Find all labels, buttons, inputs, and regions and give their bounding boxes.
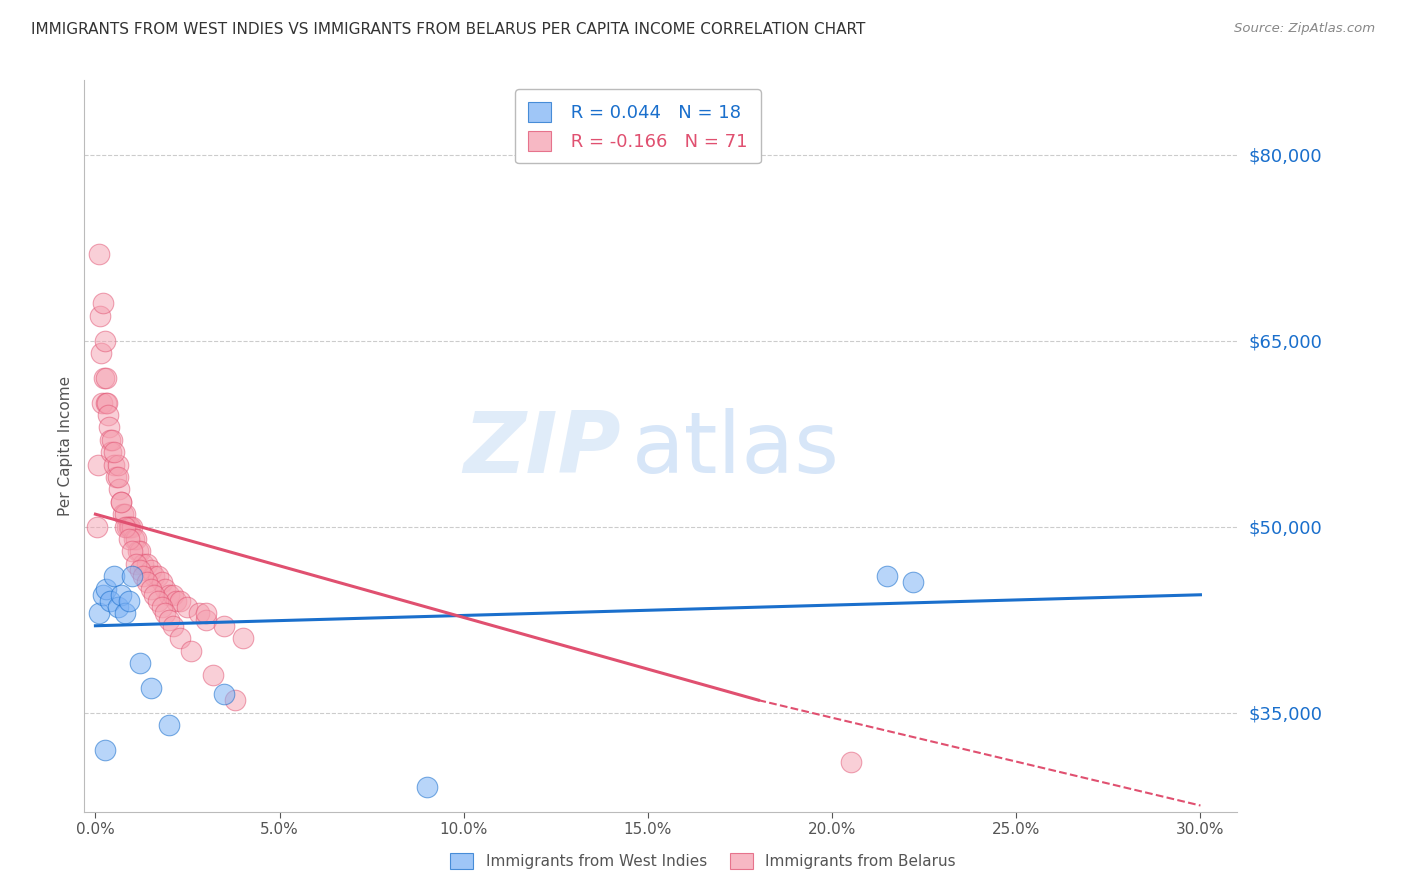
Point bbox=[150, 600, 173, 615]
Point bbox=[155, 582, 177, 596]
Point bbox=[114, 507, 136, 521]
Point bbox=[104, 470, 127, 484]
Point bbox=[87, 247, 110, 261]
Point bbox=[187, 607, 209, 621]
Point bbox=[103, 569, 125, 583]
Legend: Immigrants from West Indies, Immigrants from Belarus: Immigrants from West Indies, Immigrants … bbox=[444, 847, 962, 875]
Point bbox=[143, 588, 166, 602]
Point bbox=[416, 780, 439, 794]
Point bbox=[97, 408, 120, 422]
Point bbox=[93, 371, 115, 385]
Point bbox=[901, 575, 924, 590]
Point bbox=[143, 569, 166, 583]
Point bbox=[214, 619, 236, 633]
Point bbox=[112, 507, 135, 521]
Point bbox=[110, 495, 132, 509]
Point bbox=[96, 582, 118, 596]
Point bbox=[136, 557, 159, 571]
Point bbox=[107, 470, 129, 484]
Point bbox=[139, 681, 162, 695]
Point bbox=[100, 445, 122, 459]
Point bbox=[87, 458, 110, 472]
Text: atlas: atlas bbox=[633, 409, 839, 491]
Point bbox=[93, 334, 115, 348]
Point bbox=[180, 643, 202, 657]
Point bbox=[146, 594, 169, 608]
Point bbox=[110, 495, 132, 509]
Text: Source: ZipAtlas.com: Source: ZipAtlas.com bbox=[1234, 22, 1375, 36]
Point bbox=[90, 346, 112, 360]
Point bbox=[94, 371, 117, 385]
Point bbox=[165, 594, 187, 608]
Text: IMMIGRANTS FROM WEST INDIES VS IMMIGRANTS FROM BELARUS PER CAPITA INCOME CORRELA: IMMIGRANTS FROM WEST INDIES VS IMMIGRANT… bbox=[31, 22, 865, 37]
Point bbox=[115, 519, 138, 533]
Point bbox=[194, 613, 217, 627]
Point bbox=[98, 594, 121, 608]
Point bbox=[839, 755, 862, 769]
Point bbox=[132, 557, 155, 571]
Point bbox=[114, 607, 136, 621]
Point bbox=[121, 544, 143, 558]
Point bbox=[125, 557, 148, 571]
Point bbox=[120, 519, 142, 533]
Point bbox=[89, 309, 111, 323]
Point bbox=[91, 296, 114, 310]
Point bbox=[117, 594, 139, 608]
Point bbox=[108, 483, 131, 497]
Point bbox=[128, 544, 150, 558]
Point bbox=[132, 569, 155, 583]
Point bbox=[157, 718, 180, 732]
Point bbox=[87, 607, 110, 621]
Point bbox=[117, 519, 139, 533]
Point bbox=[110, 588, 132, 602]
Point bbox=[224, 693, 246, 707]
Point bbox=[136, 575, 159, 590]
Point bbox=[122, 532, 145, 546]
Point bbox=[86, 519, 108, 533]
Point bbox=[876, 569, 898, 583]
Point bbox=[98, 433, 121, 447]
Point bbox=[103, 445, 125, 459]
Point bbox=[107, 600, 129, 615]
Point bbox=[121, 519, 143, 533]
Point bbox=[96, 395, 118, 409]
Point bbox=[96, 395, 118, 409]
Point bbox=[91, 588, 114, 602]
Point bbox=[128, 563, 150, 577]
Point bbox=[162, 619, 184, 633]
Point bbox=[121, 569, 143, 583]
Point bbox=[98, 420, 121, 434]
Y-axis label: Per Capita Income: Per Capita Income bbox=[58, 376, 73, 516]
Point bbox=[157, 613, 180, 627]
Text: ZIP: ZIP bbox=[463, 409, 620, 491]
Point bbox=[169, 631, 191, 645]
Point bbox=[101, 433, 124, 447]
Point bbox=[232, 631, 254, 645]
Point bbox=[127, 544, 149, 558]
Point bbox=[91, 395, 114, 409]
Point bbox=[139, 563, 162, 577]
Point bbox=[162, 588, 184, 602]
Point bbox=[93, 743, 115, 757]
Point bbox=[125, 532, 148, 546]
Point bbox=[157, 588, 180, 602]
Point bbox=[103, 458, 125, 472]
Point bbox=[202, 668, 225, 682]
Point bbox=[155, 607, 177, 621]
Point bbox=[150, 575, 173, 590]
Point bbox=[194, 607, 217, 621]
Point bbox=[214, 687, 236, 701]
Point bbox=[146, 569, 169, 583]
Point bbox=[139, 582, 162, 596]
Point bbox=[169, 594, 191, 608]
Point bbox=[176, 600, 198, 615]
Point bbox=[107, 458, 129, 472]
Point bbox=[117, 532, 139, 546]
Point bbox=[128, 656, 150, 670]
Legend:  R = 0.044   N = 18,  R = -0.166   N = 71: R = 0.044 N = 18, R = -0.166 N = 71 bbox=[515, 89, 761, 163]
Point bbox=[114, 519, 136, 533]
